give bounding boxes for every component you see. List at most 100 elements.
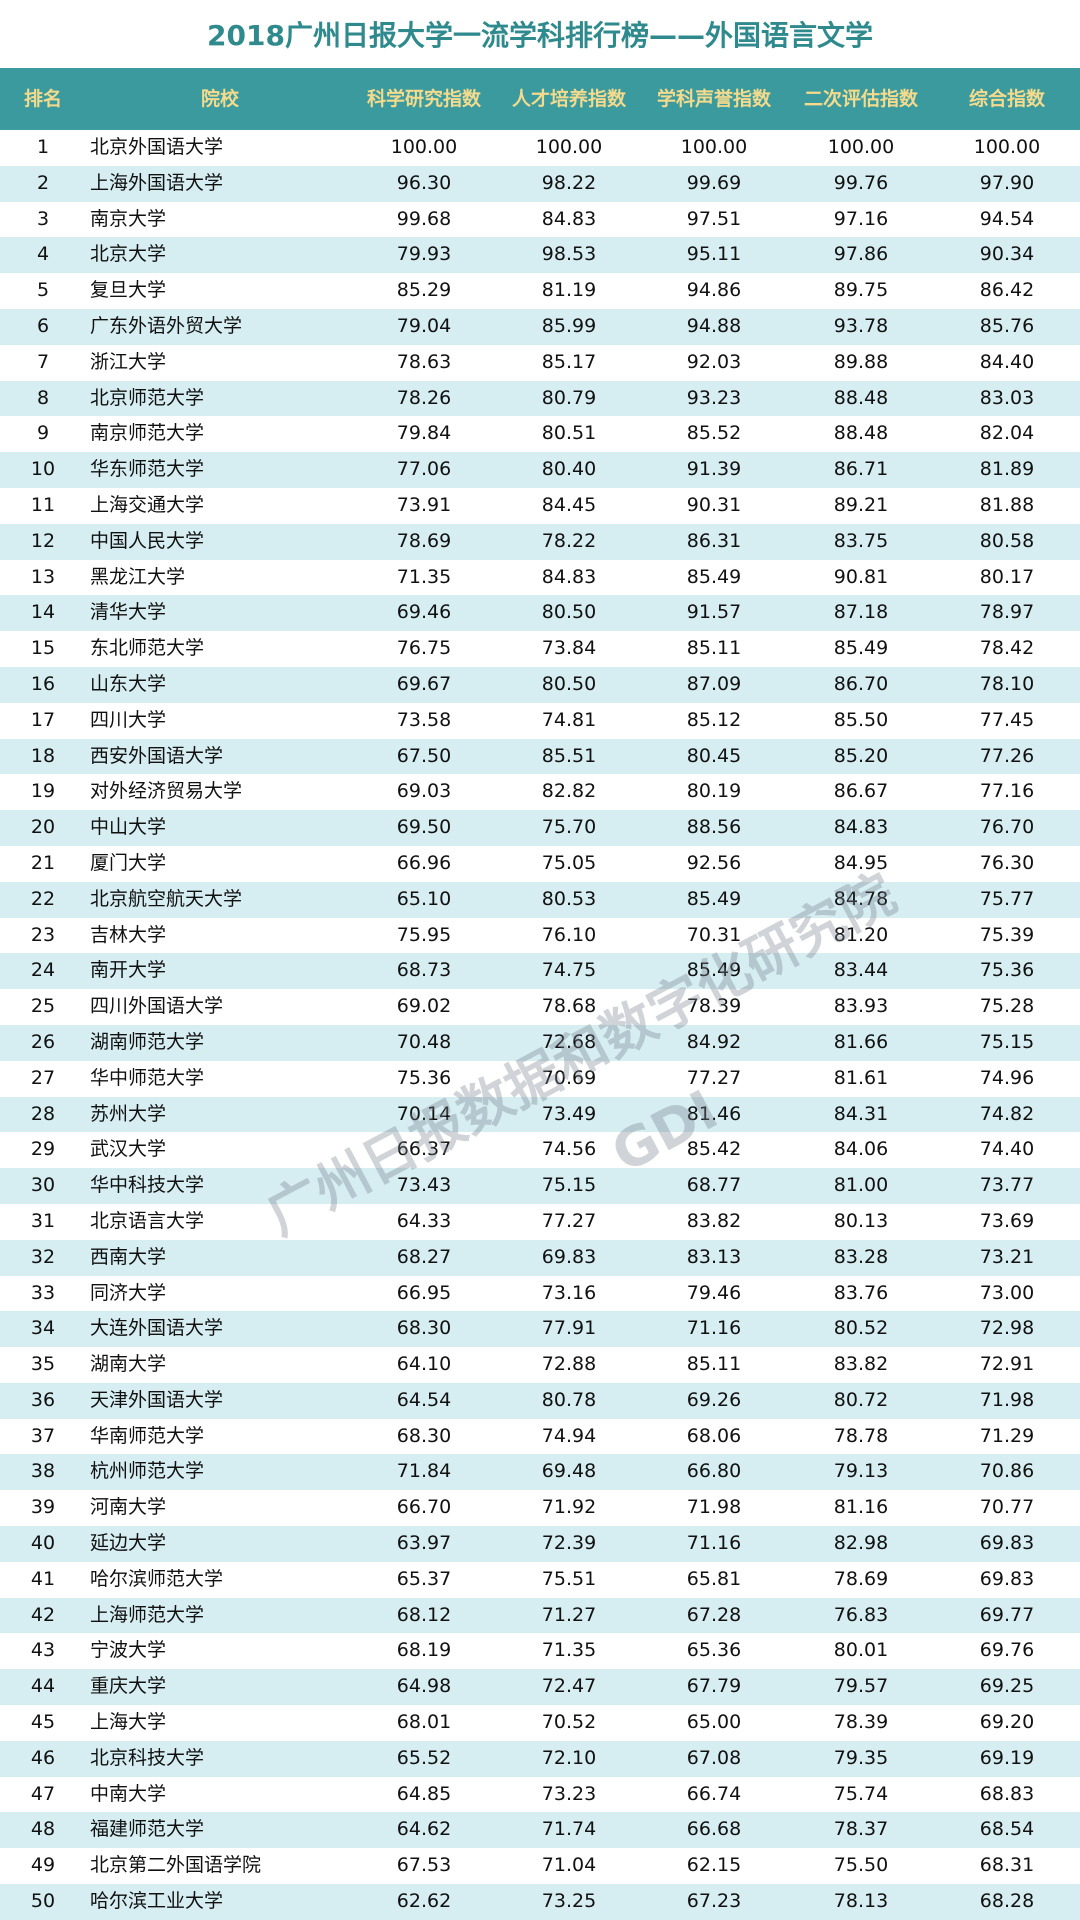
cell-reputation-index: 71.16 — [686, 1532, 742, 1555]
cell-overall-index: 76.70 — [979, 816, 1035, 839]
cell-talent-index: 72.39 — [541, 1532, 597, 1555]
cell-research-index: 64.62 — [396, 1818, 452, 1841]
table-row: 16 山东大学 69.67 80.50 87.09 86.70 78.10 — [0, 666, 1080, 703]
cell-rank: 47 — [30, 1782, 56, 1805]
cell-reputation-index: 91.39 — [686, 458, 742, 481]
cell-research-index: 75.95 — [396, 923, 452, 946]
cell-overall-index: 78.10 — [979, 672, 1035, 695]
cell-research-index: 66.70 — [396, 1496, 452, 1519]
cell-school: 中南大学 — [90, 1782, 167, 1805]
cell-overall-index: 84.40 — [979, 350, 1035, 373]
cell-rank: 44 — [30, 1675, 56, 1698]
cell-overall-index: 75.15 — [979, 1030, 1035, 1053]
table-row: 39 河南大学 66.70 71.92 71.98 81.16 70.77 — [0, 1490, 1080, 1526]
cell-rank: 41 — [30, 1567, 56, 1590]
cell-school: 哈尔滨工业大学 — [90, 1890, 224, 1913]
cell-rank: 26 — [30, 1030, 56, 1053]
cell-talent-index: 73.23 — [541, 1782, 597, 1805]
cell-reputation-index: 80.19 — [686, 780, 742, 803]
cell-talent-index: 85.99 — [541, 314, 597, 337]
page-title: 2018广州日报大学一流学科排行榜——外国语言文学 — [207, 19, 873, 52]
cell-research-index: 73.91 — [396, 493, 452, 516]
table-row: 21 厦门大学 66.96 75.05 92.56 84.95 76.30 — [0, 846, 1080, 882]
cell-research-index: 69.46 — [396, 601, 452, 624]
cell-reputation-index: 85.49 — [686, 887, 742, 910]
cell-rank: 2 — [36, 171, 50, 194]
cell-school: 延边大学 — [90, 1532, 167, 1555]
cell-second-eval-index: 78.13 — [833, 1890, 889, 1913]
cell-second-eval-index: 79.35 — [833, 1746, 889, 1769]
cell-overall-index: 90.34 — [979, 243, 1035, 266]
cell-overall-index: 82.04 — [979, 422, 1035, 445]
cell-reputation-index: 66.80 — [686, 1460, 742, 1483]
cell-research-index: 75.36 — [396, 1066, 452, 1089]
cell-reputation-index: 65.81 — [686, 1567, 742, 1590]
cell-talent-index: 80.78 — [541, 1388, 597, 1411]
ranking-table-body: 1 北京外国语大学 100.00 100.00 100.00 100.00 100.00 2 上… — [0, 130, 1080, 1920]
cell-research-index: 68.30 — [396, 1424, 452, 1447]
cell-research-index: 62.62 — [396, 1890, 452, 1913]
table-row: 13 黑龙江大学 71.35 84.83 85.49 90.81 80.17 — [0, 560, 1080, 596]
cell-school: 吉林大学 — [90, 923, 167, 946]
cell-research-index: 99.68 — [396, 207, 452, 230]
table-row: 15 东北师范大学 76.75 73.84 85.11 85.49 78.42 — [0, 631, 1080, 667]
cell-second-eval-index: 81.00 — [833, 1174, 889, 1197]
table-row: 18 西安外国语大学 67.50 85.51 80.45 85.20 77.26 — [0, 738, 1080, 775]
cell-overall-index: 68.54 — [979, 1818, 1035, 1841]
cell-school: 华南师范大学 — [90, 1424, 205, 1447]
cell-rank: 4 — [36, 243, 50, 266]
cell-school: 北京师范大学 — [90, 386, 205, 409]
cell-research-index: 73.58 — [396, 708, 452, 731]
cell-talent-index: 100.00 — [535, 136, 603, 158]
cell-talent-index: 72.47 — [541, 1675, 597, 1698]
cell-second-eval-index: 80.52 — [833, 1317, 889, 1340]
cell-second-eval-index: 83.76 — [833, 1281, 889, 1304]
table-row: 14 清华大学 69.46 80.50 91.57 87.18 78.97 — [0, 595, 1080, 632]
table-row: 7 浙江大学 78.63 85.17 92.03 89.88 84.40 — [0, 345, 1080, 381]
cell-overall-index: 75.77 — [979, 887, 1035, 910]
cell-second-eval-index: 86.70 — [833, 672, 889, 695]
cell-research-index: 66.96 — [396, 851, 452, 874]
cell-research-index: 70.48 — [396, 1030, 452, 1053]
cell-second-eval-index: 78.37 — [833, 1818, 889, 1841]
table-row: 50 哈尔滨工业大学 62.62 73.25 67.23 78.13 68.28 — [0, 1884, 1080, 1920]
cell-research-index: 64.33 — [396, 1209, 452, 1232]
cell-overall-index: 69.19 — [979, 1746, 1035, 1769]
cell-overall-index: 70.77 — [979, 1496, 1035, 1519]
cell-second-eval-index: 79.13 — [833, 1460, 889, 1483]
header-rank: 排名 — [23, 88, 62, 110]
cell-talent-index: 73.84 — [541, 637, 597, 660]
table-row: 1 北京外国语大学 100.00 100.00 100.00 100.00 100.00 — [0, 130, 1080, 166]
cell-overall-index: 72.98 — [979, 1317, 1035, 1340]
cell-school: 四川大学 — [90, 708, 167, 731]
cell-research-index: 63.97 — [396, 1532, 452, 1555]
cell-talent-index: 70.52 — [541, 1711, 597, 1734]
cell-school: 福建师范大学 — [90, 1818, 205, 1841]
cell-talent-index: 80.51 — [541, 422, 597, 445]
cell-second-eval-index: 97.16 — [833, 207, 889, 230]
table-row: 28 苏州大学 70.14 73.49 81.46 84.31 74.82 — [0, 1096, 1080, 1133]
cell-rank: 23 — [30, 923, 56, 946]
table-row: 43 宁波大学 68.19 71.35 65.36 80.01 69.76 — [0, 1633, 1080, 1669]
cell-reputation-index: 77.27 — [686, 1066, 742, 1089]
cell-school: 北京大学 — [90, 243, 167, 266]
cell-talent-index: 78.22 — [541, 529, 597, 552]
cell-second-eval-index: 85.50 — [833, 708, 889, 731]
cell-second-eval-index: 85.49 — [833, 637, 889, 660]
cell-school: 南开大学 — [90, 959, 167, 982]
table-row: 29 武汉大学 66.37 74.56 85.42 84.06 74.40 — [0, 1132, 1080, 1168]
cell-school: 杭州师范大学 — [90, 1460, 205, 1483]
cell-talent-index: 75.70 — [541, 816, 597, 839]
cell-reputation-index: 94.86 — [686, 279, 742, 302]
cell-research-index: 65.10 — [396, 887, 452, 910]
cell-reputation-index: 69.26 — [686, 1388, 742, 1411]
cell-overall-index: 73.21 — [979, 1245, 1035, 1268]
cell-talent-index: 71.27 — [541, 1603, 597, 1626]
cell-talent-index: 69.48 — [541, 1460, 597, 1483]
cell-second-eval-index: 86.67 — [833, 780, 889, 803]
table-row: 22 北京航空航天大学 65.10 80.53 85.49 84.78 75.77 — [0, 881, 1080, 918]
cell-school: 复旦大学 — [90, 279, 167, 302]
cell-rank: 11 — [30, 493, 56, 516]
cell-overall-index: 85.76 — [979, 314, 1035, 337]
cell-talent-index: 77.91 — [541, 1317, 597, 1340]
